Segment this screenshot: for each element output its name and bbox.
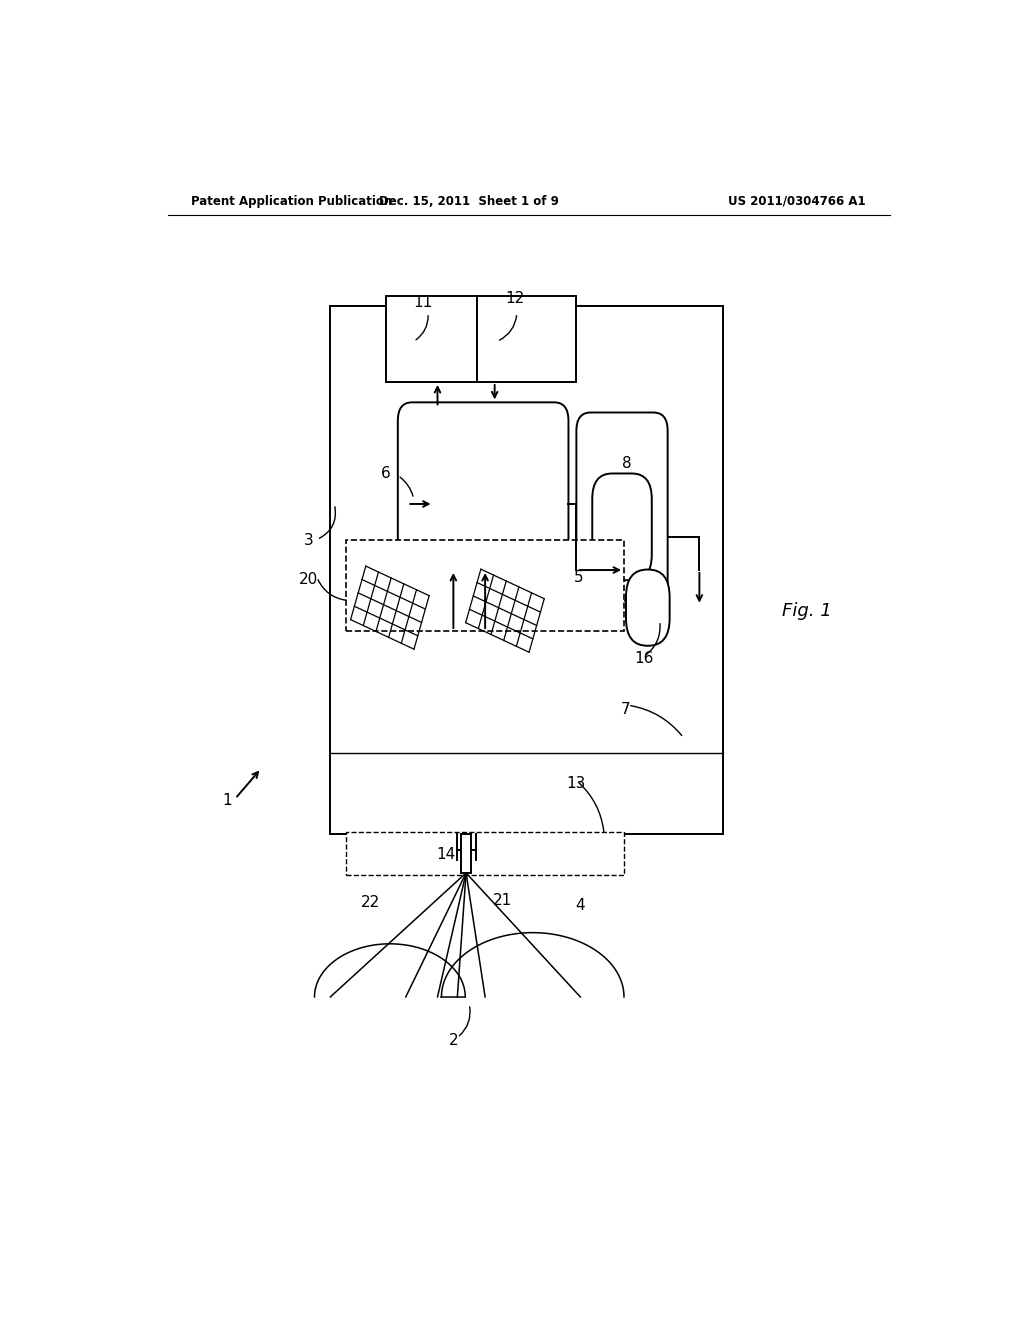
Bar bbox=[386, 296, 477, 381]
FancyBboxPatch shape bbox=[397, 403, 568, 570]
FancyBboxPatch shape bbox=[577, 412, 668, 601]
Text: 14: 14 bbox=[436, 847, 455, 862]
Text: 5: 5 bbox=[574, 570, 584, 585]
Text: 6: 6 bbox=[381, 466, 391, 480]
Text: 7: 7 bbox=[621, 702, 631, 717]
FancyBboxPatch shape bbox=[626, 569, 670, 645]
Bar bbox=[331, 306, 723, 834]
Text: Dec. 15, 2011  Sheet 1 of 9: Dec. 15, 2011 Sheet 1 of 9 bbox=[379, 194, 559, 207]
Text: 2: 2 bbox=[449, 1034, 458, 1048]
Text: 13: 13 bbox=[566, 776, 586, 791]
Text: 16: 16 bbox=[634, 651, 653, 667]
Text: 8: 8 bbox=[622, 455, 631, 471]
Text: 21: 21 bbox=[493, 892, 512, 908]
Text: Patent Application Publication: Patent Application Publication bbox=[191, 194, 393, 207]
Text: Fig. 1: Fig. 1 bbox=[781, 602, 831, 619]
Bar bbox=[346, 833, 624, 875]
FancyBboxPatch shape bbox=[592, 474, 651, 581]
Text: 11: 11 bbox=[414, 296, 433, 310]
Text: 1: 1 bbox=[222, 793, 232, 808]
Text: 12: 12 bbox=[505, 292, 524, 306]
Text: 4: 4 bbox=[575, 898, 585, 913]
Text: 20: 20 bbox=[299, 572, 318, 586]
Bar bbox=[477, 296, 577, 381]
Text: US 2011/0304766 A1: US 2011/0304766 A1 bbox=[728, 194, 866, 207]
Bar bbox=[346, 540, 624, 631]
Text: 22: 22 bbox=[360, 895, 380, 909]
Text: 3: 3 bbox=[304, 533, 313, 548]
